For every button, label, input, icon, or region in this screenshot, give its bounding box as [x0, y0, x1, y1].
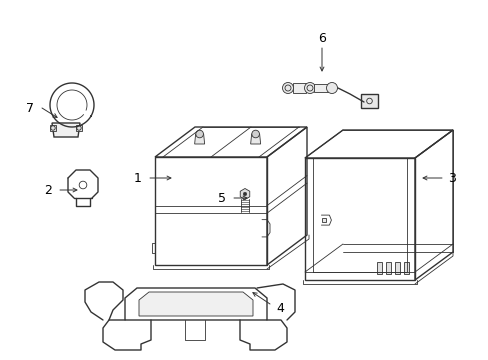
Polygon shape [403, 262, 408, 274]
Text: 1: 1 [134, 171, 142, 184]
Polygon shape [52, 123, 80, 137]
Polygon shape [50, 125, 56, 131]
Polygon shape [313, 84, 327, 92]
Polygon shape [376, 262, 381, 274]
Circle shape [282, 82, 293, 94]
Polygon shape [240, 189, 249, 199]
Polygon shape [250, 134, 260, 144]
Polygon shape [194, 134, 204, 144]
Polygon shape [385, 262, 390, 274]
Text: 7: 7 [26, 102, 34, 114]
Text: 2: 2 [44, 184, 52, 197]
Circle shape [326, 82, 337, 94]
Text: 5: 5 [218, 192, 225, 204]
Polygon shape [139, 292, 252, 316]
Circle shape [195, 130, 203, 138]
Circle shape [243, 192, 246, 196]
Polygon shape [322, 218, 325, 222]
Text: 4: 4 [276, 302, 284, 315]
Polygon shape [292, 83, 305, 93]
Circle shape [304, 82, 315, 94]
Text: 3: 3 [447, 171, 455, 184]
Polygon shape [394, 262, 399, 274]
Polygon shape [360, 94, 377, 108]
Polygon shape [76, 125, 82, 131]
Circle shape [251, 130, 259, 138]
Text: 6: 6 [317, 31, 325, 45]
